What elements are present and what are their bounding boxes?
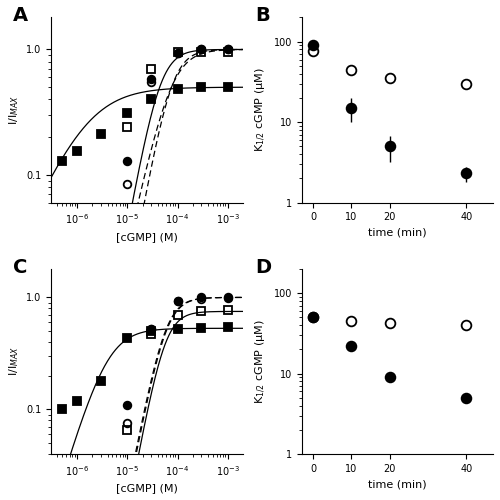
X-axis label: time (min): time (min) bbox=[368, 228, 426, 238]
Y-axis label: I/I$_{MAX}$: I/I$_{MAX}$ bbox=[7, 346, 20, 376]
Y-axis label: K$_{1/2}$ cGMP (μM): K$_{1/2}$ cGMP (μM) bbox=[254, 319, 268, 404]
Text: A: A bbox=[13, 6, 28, 26]
X-axis label: [cGMP] (M): [cGMP] (M) bbox=[116, 232, 178, 241]
Text: D: D bbox=[256, 258, 272, 276]
Y-axis label: I/I$_{MAX}$: I/I$_{MAX}$ bbox=[7, 95, 20, 125]
Y-axis label: K$_{1/2}$ cGMP (μM): K$_{1/2}$ cGMP (μM) bbox=[254, 68, 268, 152]
Text: B: B bbox=[256, 6, 270, 26]
Text: C: C bbox=[13, 258, 28, 276]
X-axis label: [cGMP] (M): [cGMP] (M) bbox=[116, 483, 178, 493]
X-axis label: time (min): time (min) bbox=[368, 480, 426, 490]
